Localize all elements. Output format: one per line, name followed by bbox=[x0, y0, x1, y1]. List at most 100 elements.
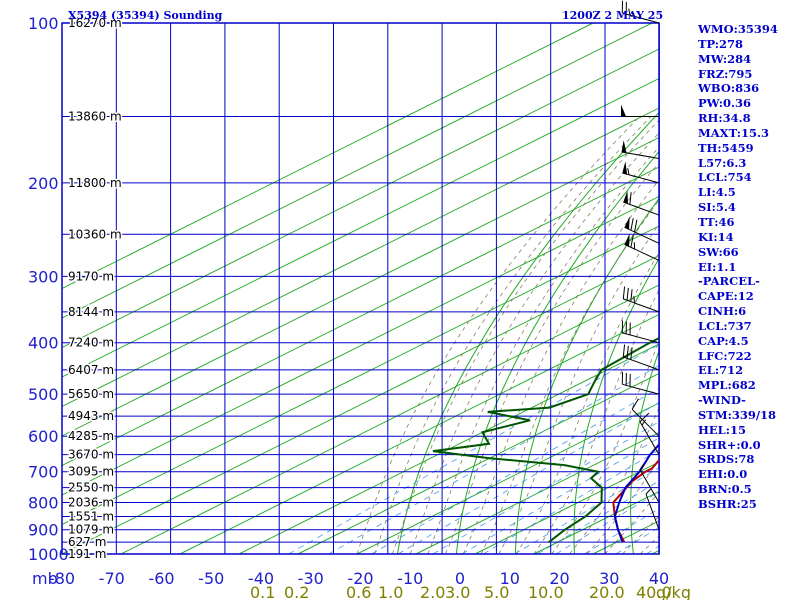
wind-barb-feather bbox=[630, 289, 633, 302]
pressure-tick-label: 300 bbox=[28, 267, 59, 286]
wind-barb-pennant bbox=[621, 140, 627, 153]
moist-adiabat-line bbox=[551, 340, 659, 554]
wind-barb-staff bbox=[624, 243, 660, 261]
wind-barb-staff bbox=[631, 408, 660, 437]
height-label-halo: 4285 m bbox=[68, 429, 114, 443]
mixing-ratio-label: 0.6 bbox=[346, 583, 371, 600]
mixing-ratio-label: 10.0 bbox=[528, 583, 564, 600]
wind-barb-staff bbox=[639, 421, 660, 455]
mixing-ratio-line bbox=[432, 421, 659, 554]
moist-adiabat-line bbox=[498, 223, 659, 554]
mixing-ratio-line bbox=[555, 491, 659, 554]
height-label-halo: 10360 m bbox=[68, 227, 122, 241]
mixing-ratio-label: 20.0 bbox=[589, 583, 625, 600]
wind-barb-feather bbox=[629, 192, 632, 205]
wind-barb bbox=[645, 488, 660, 530]
index-line: SW:66 bbox=[698, 244, 739, 259]
wind-barb-staff bbox=[623, 298, 660, 313]
index-line: STM:339/18 bbox=[698, 407, 777, 422]
height-label-halo: 1551 m bbox=[68, 510, 114, 524]
mixing-ratio-line bbox=[537, 480, 659, 554]
temperature-tick-label: -50 bbox=[198, 569, 224, 588]
height-label: 6407 m bbox=[68, 363, 114, 377]
wind-barb-feather bbox=[627, 168, 630, 175]
wind-barb bbox=[621, 371, 660, 395]
wind-barb-feather bbox=[639, 412, 650, 423]
index-line: SI:5.4 bbox=[698, 200, 736, 215]
index-line: -WIND- bbox=[698, 393, 746, 408]
height-label-halo: 6407 m bbox=[68, 363, 114, 377]
mixing-ratio-label: 5.0 bbox=[484, 583, 509, 600]
height-label-halo: 3670 m bbox=[68, 448, 114, 462]
wind-barb-feather bbox=[631, 398, 639, 410]
isotherm-line bbox=[62, 48, 659, 349]
wind-barb-staff bbox=[622, 383, 660, 395]
sounding-traces bbox=[432, 337, 659, 543]
wind-barb-feather bbox=[630, 218, 634, 231]
height-label-halo: 9170 m bbox=[68, 269, 114, 283]
wind-barb-staff bbox=[645, 493, 660, 530]
isotherm-line bbox=[238, 343, 659, 554]
index-line: EI:1.1 bbox=[698, 259, 737, 274]
height-label: 3670 m bbox=[68, 448, 114, 462]
temperature-line bbox=[612, 458, 659, 543]
height-label: 627 m bbox=[68, 535, 106, 549]
index-line: CAPE:12 bbox=[698, 289, 754, 304]
index-line: BSHR:25 bbox=[698, 497, 757, 511]
index-line: BRN:0.5 bbox=[698, 482, 752, 497]
temperature-tick-label: -10 bbox=[397, 569, 423, 588]
height-label-halo: 13860 m bbox=[68, 110, 122, 124]
index-line: MW:284 bbox=[698, 51, 752, 66]
height-label-halo: 11800 m bbox=[68, 176, 122, 190]
isotherm-line bbox=[62, 107, 659, 408]
index-line: LI:4.5 bbox=[698, 185, 736, 200]
height-label: 10360 m bbox=[68, 227, 122, 241]
wind-barb bbox=[624, 216, 660, 244]
temperature-tick-label: 30 bbox=[599, 569, 619, 588]
wind-barb bbox=[622, 344, 660, 371]
dewpoint-line bbox=[432, 337, 659, 543]
mixing-ratio-lines bbox=[288, 344, 659, 554]
moist-adiabat-line bbox=[480, 199, 659, 554]
mixing-ratio-labels: 0.1 0.2 0.6 1.0 2.0 3.0 5.0 10.0 20.0 40.0g/kg bbox=[250, 583, 691, 600]
height-label-halo: 4943 m bbox=[68, 409, 114, 423]
pressure-unit-label: mb bbox=[32, 569, 58, 588]
valid-time: 1200Z 2 MAY 25 bbox=[562, 9, 664, 22]
isotherm-line bbox=[356, 402, 659, 554]
wind-barb-feather bbox=[634, 219, 638, 233]
wind-barb bbox=[631, 398, 660, 437]
moist-adiabat-line bbox=[533, 289, 659, 554]
index-line: RH:34.8 bbox=[698, 111, 751, 126]
wind-barb-staff bbox=[622, 172, 660, 184]
isotherm-line bbox=[415, 431, 659, 554]
wind-barb bbox=[621, 0, 660, 24]
isotherm-line bbox=[179, 313, 659, 554]
height-label-halo: 2550 m bbox=[68, 481, 114, 495]
temperature-tick-label: -60 bbox=[148, 569, 174, 588]
wind-barb-staff bbox=[623, 201, 660, 216]
height-label: 7240 m bbox=[68, 336, 114, 350]
temperature-tick-label: 40 bbox=[649, 569, 669, 588]
mixing-ratio-label: 2.0 bbox=[420, 583, 445, 600]
index-line: LCL:737 bbox=[698, 318, 752, 333]
pressure-tick-label: 800 bbox=[28, 494, 59, 513]
temperature-tick-label: -70 bbox=[99, 569, 125, 588]
isotherm-line bbox=[62, 195, 659, 496]
wind-barb-pennant bbox=[624, 216, 630, 230]
height-label: 2550 m bbox=[68, 481, 114, 495]
temperature-tick-label: -30 bbox=[298, 569, 324, 588]
mixing-ratio-line bbox=[371, 387, 659, 554]
index-line: FRZ:795 bbox=[698, 66, 753, 81]
index-line: LFC:722 bbox=[698, 348, 752, 363]
mixing-ratio-unit-label: g/kg bbox=[656, 583, 691, 600]
moist-adiabat-line bbox=[356, 116, 640, 554]
wind-barb-feather bbox=[622, 344, 626, 357]
height-label: 4943 m bbox=[68, 409, 114, 423]
wind-barb-pennant bbox=[624, 233, 630, 247]
index-line: CINH:6 bbox=[698, 304, 747, 319]
mixing-ratio-line bbox=[328, 365, 659, 554]
index-line: L57:6.3 bbox=[698, 155, 747, 170]
wind-barb-staff bbox=[622, 332, 660, 344]
isotherm-line bbox=[62, 225, 659, 526]
wind-barb-staff bbox=[623, 356, 660, 371]
